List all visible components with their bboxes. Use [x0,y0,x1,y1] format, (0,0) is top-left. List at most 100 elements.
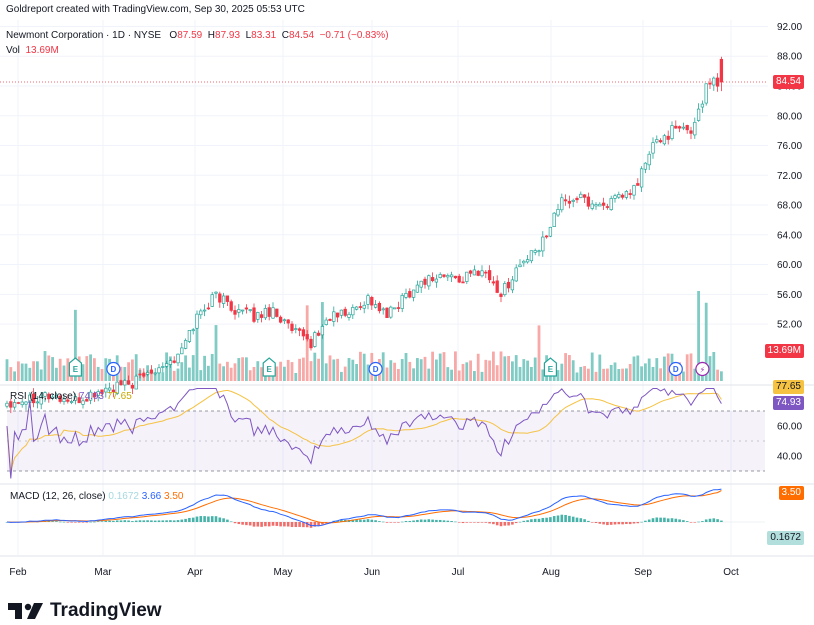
candle-body [548,226,553,237]
candle-body [252,307,256,322]
earnings-icon [543,357,557,377]
time-axis[interactable]: Feb Mar Apr May Jun Jul Aug Sep Oct [9,567,739,578]
volume-bar [564,353,567,381]
candle-body [457,275,461,283]
macd-histogram-bar [484,522,488,523]
event-markers[interactable]: E D E D E D ⚡ [68,357,710,377]
volume-bar [332,359,336,381]
macd-legend[interactable]: MACD (12, 26, close) 0.1672 3.66 3.50 [10,491,183,502]
macd-histogram-bar [416,519,419,522]
volume-bar [309,361,313,381]
candle-body [43,392,47,397]
candle-body [499,293,503,297]
volume-legend[interactable]: Vol 13.69M [6,45,59,56]
volume-bar [442,352,446,381]
volume-bar [222,366,225,381]
macd-histogram-bar [693,522,697,523]
macd-histogram-bar [317,522,320,526]
macd-pane [5,488,765,528]
macd-histogram-bar [666,518,670,522]
volume-bar [96,366,100,381]
event-dividend-marker: ⚡ [695,361,710,377]
macd-histogram-bar [279,522,282,527]
macd-histogram-bar [366,519,370,522]
time-tick-label: Jul [452,567,465,578]
candle-body [218,293,222,303]
earnings-icon [68,357,82,377]
price-tick-label: 68.00 [777,201,802,212]
candle-body [560,197,564,211]
macd-histogram-bar [647,519,651,522]
volume-bar [454,351,457,381]
candle-body [214,291,218,294]
macd-histogram-bar [454,521,457,523]
volume-bar [93,358,96,381]
volume-bar [609,364,613,381]
candle-body [191,329,195,332]
macd-histogram-bar [286,522,290,527]
candle-body [115,381,119,394]
volume-bar [404,353,408,381]
volume-bar [252,367,256,381]
candle-body [529,250,534,262]
candle-body [271,307,275,319]
volume-bar [321,302,324,381]
volume-bar [473,371,476,381]
volume-bar [469,360,472,381]
volume-bar [203,355,206,381]
volume-bar [317,358,320,381]
candle-body [396,307,401,309]
price-tick-label: 88.00 [777,52,802,63]
volume-bar [400,359,404,381]
macd-histogram-bar [594,522,598,524]
macd-histogram-bar [47,521,51,522]
volume-bar [533,357,537,381]
symbol-legend[interactable]: Newmont Corporation · 1D · NYSE O87.59 H… [6,30,389,41]
candle-body [256,312,260,320]
macd-histogram-bar [545,517,548,522]
macd-histogram-bar [74,522,77,523]
candle-body [35,401,40,404]
volume-bar [260,367,263,381]
candle-body [556,209,560,216]
macd-histogram-bar [716,519,719,522]
candle-body [153,372,157,375]
candle-body [69,401,74,403]
earnings-icon [262,357,276,377]
macd-histogram-bar [640,521,643,523]
macd-histogram-bar [495,522,499,526]
candle-body [628,193,632,195]
price-tick-label: 76.00 [777,141,802,152]
candle-body [613,195,617,199]
macd-histogram-bar [435,519,438,522]
macd-histogram-bar [199,516,203,522]
macd-histogram-bar [218,517,222,522]
candle-body [259,314,264,318]
volume-bar [598,354,602,381]
candle-body [601,202,606,206]
volume-bar [621,368,624,381]
volume-bar [340,371,343,381]
volume-bar [556,370,560,381]
candle-body [145,372,150,375]
macd-histogram-bar [533,518,537,522]
tradingview-logo[interactable]: TradingView [8,600,162,622]
candle-body [305,334,309,340]
candle-body [5,402,9,407]
volume-bar [708,356,712,381]
volume-bar [435,359,438,381]
candle-body [130,384,135,389]
macd-histogram-bar [264,522,267,527]
macd-histogram-bar [446,520,450,522]
macd-histogram-bar [298,522,301,527]
volume-bar [587,368,590,381]
candle-body [119,380,123,386]
high-label: H [207,30,216,41]
macd-histogram-bar [537,518,541,522]
rsi-legend[interactable]: RSI (14, close) 74.93 77.65 [10,391,132,402]
macd-histogram-bar [685,521,689,522]
macd-histogram-bar [237,522,241,525]
candle-body [85,399,89,402]
volume-bar [89,354,92,381]
